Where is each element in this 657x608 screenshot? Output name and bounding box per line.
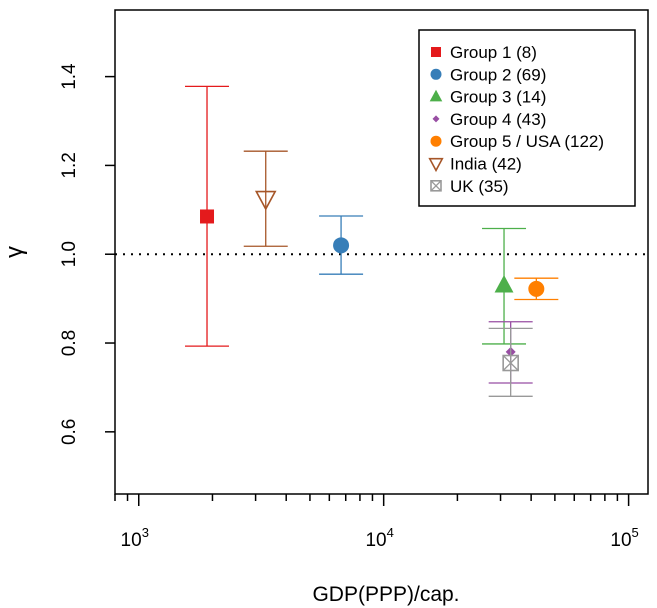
data-point [488, 327, 533, 397]
data-points [185, 85, 559, 397]
legend-label: Group 2 (69) [450, 65, 546, 84]
y-tick-label: 0.8 [59, 330, 80, 356]
triangle-marker [429, 89, 443, 102]
x-tick-label: 105 [610, 525, 638, 551]
y-axis-title: γ [1, 246, 28, 258]
legend-label: Group 3 (14) [450, 88, 546, 107]
legend-entry: Group 4 (43) [432, 110, 546, 129]
square-x-box [502, 354, 519, 372]
y-tick-label: 1.0 [59, 241, 80, 267]
data-point [514, 277, 559, 301]
legend-box [418, 29, 636, 207]
legend-entry: Group 2 (69) [430, 65, 546, 84]
square-marker [200, 209, 215, 224]
y-tick-label: 1.2 [59, 152, 80, 178]
x-tick-label: 104 [365, 525, 393, 551]
square-x-stroke [502, 355, 519, 371]
plot-frame [114, 9, 649, 495]
legend-entry: Group 5 / USA (122) [430, 132, 604, 151]
x-tick-label: 103 [121, 525, 149, 551]
open-triangle-marker [254, 190, 277, 211]
data-point [243, 150, 288, 247]
triangle-marker [494, 274, 514, 293]
data-point [319, 215, 364, 275]
square-x-marker [430, 180, 442, 192]
circle-marker [528, 280, 545, 297]
legend-label: India (42) [450, 155, 522, 174]
diamond-marker [432, 115, 440, 123]
x-axis-title: GDP(PPP)/cap. [312, 583, 459, 606]
circle-marker [333, 237, 350, 254]
legend: Group 1 (8) Group 2 (69) Group 3 (14) Group… [418, 29, 636, 207]
data-point [482, 227, 527, 345]
square-x-box [430, 180, 442, 192]
data-point [185, 85, 230, 347]
legend-entry: UK (35) [430, 177, 509, 196]
circle-marker [430, 135, 442, 147]
circle-marker [430, 68, 442, 80]
x-axis: 103 104 105 [114, 494, 639, 551]
legend-entry: Group 1 (8) [431, 43, 537, 62]
y-tick-label: 0.6 [59, 419, 80, 445]
y-axis: 0.6 0.8 1.0 1.2 1.4 [59, 63, 115, 445]
legend-entry: India (42) [428, 155, 522, 174]
legend-label: UK (35) [450, 177, 509, 196]
y-tick-label: 1.4 [59, 63, 80, 90]
square-x-stroke [430, 180, 442, 192]
square-marker [431, 47, 441, 57]
legend-label: Group 1 (8) [450, 43, 537, 62]
legend-label: Group 5 / USA (122) [450, 132, 604, 151]
open-triangle-marker [428, 157, 444, 173]
legend-entry: Group 3 (14) [429, 88, 546, 107]
legend-label: Group 4 (43) [450, 110, 546, 129]
square-x-marker [502, 354, 519, 372]
